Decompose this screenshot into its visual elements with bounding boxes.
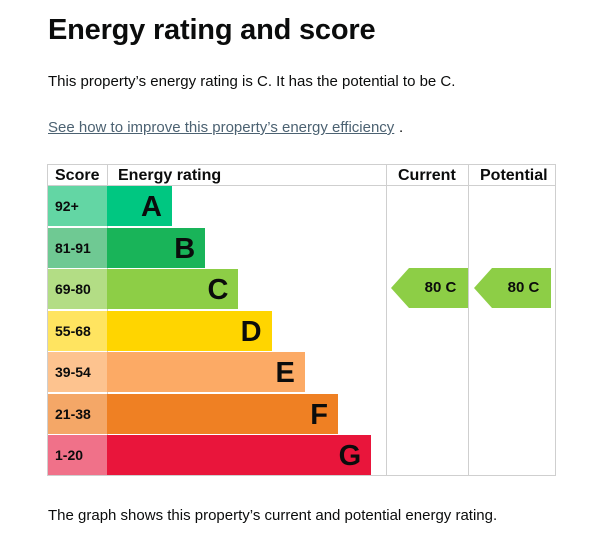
band-d: D bbox=[107, 310, 272, 351]
chart-caption: The graph shows this property’s current … bbox=[48, 507, 498, 524]
band-letter-c: C bbox=[207, 274, 229, 306]
potential-rating-label: 80 C bbox=[507, 279, 540, 296]
improve-efficiency-link[interactable]: See how to improve this property’s energ… bbox=[48, 119, 395, 136]
page-title: Energy rating and score bbox=[48, 14, 376, 46]
band-g: G bbox=[107, 435, 372, 475]
header-potential: Potential bbox=[480, 167, 548, 184]
band-c: C bbox=[107, 269, 239, 309]
score-cell-c: 69-80 bbox=[48, 269, 107, 309]
current-rating-label: 80 C bbox=[424, 279, 457, 296]
column-divider bbox=[468, 165, 469, 475]
header-divider bbox=[48, 185, 555, 186]
score-cell-f: 21-38 bbox=[48, 393, 107, 434]
score-cell-b: 81-91 bbox=[48, 227, 107, 268]
score-cell-d: 55-68 bbox=[48, 310, 107, 351]
band-letter-f: F bbox=[310, 398, 328, 431]
band-letter-d: D bbox=[240, 315, 262, 348]
rating-summary: This property’s energy rating is C. It h… bbox=[48, 73, 456, 90]
band-f: F bbox=[107, 393, 338, 434]
band-a: A bbox=[107, 186, 172, 226]
band-letter-e: E bbox=[275, 357, 295, 389]
energy-rating-chart: Score Energy rating Current Potential 92… bbox=[47, 164, 556, 476]
header-score: Score bbox=[55, 167, 100, 184]
potential-rating-arrow: 80 C bbox=[474, 268, 551, 308]
band-letter-g: G bbox=[338, 440, 362, 472]
header-energy-rating: Energy rating bbox=[118, 167, 222, 184]
column-divider bbox=[386, 165, 387, 475]
band-b: B bbox=[107, 227, 206, 268]
band-letter-a: A bbox=[141, 191, 162, 223]
current-rating-arrow: 80 C bbox=[391, 268, 468, 308]
score-cell-g: 1-20 bbox=[48, 435, 107, 475]
link-period: . bbox=[399, 119, 404, 136]
band-e: E bbox=[107, 352, 305, 392]
header-current: Current bbox=[398, 167, 456, 184]
score-cell-e: 39-54 bbox=[48, 352, 107, 392]
band-letter-b: B bbox=[174, 232, 196, 265]
score-cell-a: 92+ bbox=[48, 186, 107, 226]
